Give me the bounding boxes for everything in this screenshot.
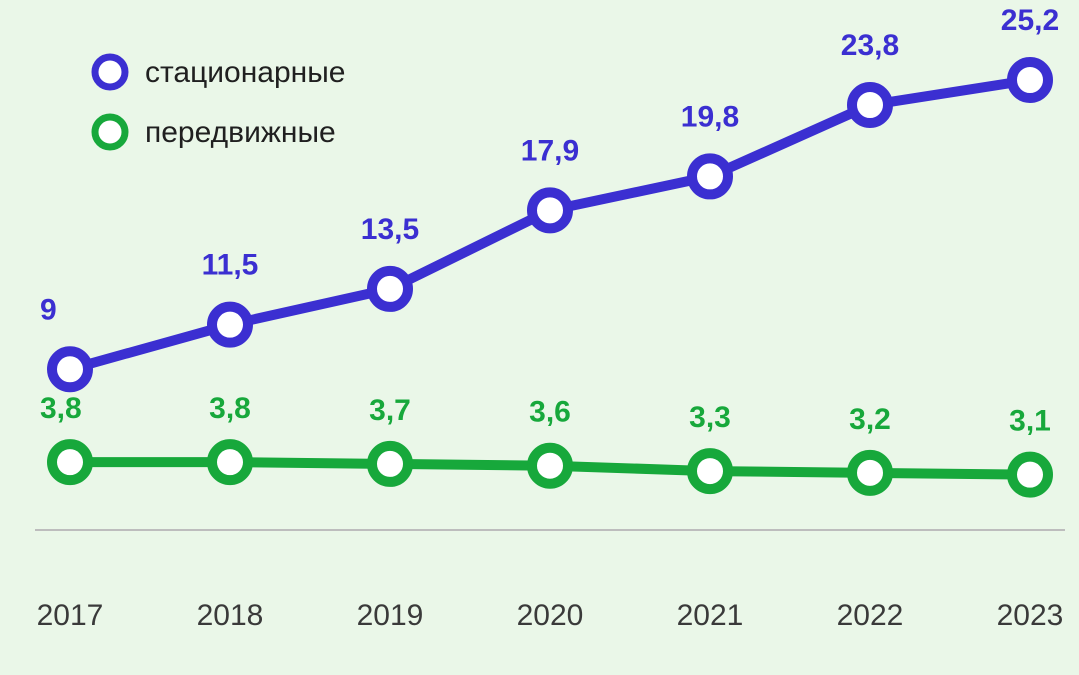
- data-label-stationary: 25,2: [1001, 4, 1059, 37]
- legend-label-stationary: стационарные: [145, 56, 345, 89]
- series-marker-stationary: [1012, 62, 1048, 98]
- x-tick-label: 2023: [997, 599, 1064, 632]
- series-marker-mobile: [372, 446, 408, 482]
- data-label-stationary: 19,8: [681, 100, 739, 133]
- data-label-mobile: 3,1: [1009, 405, 1051, 438]
- x-tick-label: 2021: [677, 599, 744, 632]
- data-label-stationary: 23,8: [841, 29, 899, 62]
- data-label-stationary: 13,5: [361, 213, 419, 246]
- series-marker-mobile: [212, 444, 248, 480]
- data-label-mobile: 3,8: [209, 392, 251, 425]
- series-marker-mobile: [532, 448, 568, 484]
- legend-label-mobile: передвижные: [145, 116, 336, 149]
- data-label-stationary: 11,5: [202, 249, 259, 282]
- series-marker-stationary: [852, 87, 888, 123]
- series-marker-mobile: [1012, 457, 1048, 493]
- x-tick-label: 2017: [37, 599, 104, 632]
- series-marker-mobile: [52, 444, 88, 480]
- data-label-mobile: 3,8: [40, 392, 82, 425]
- data-label-stationary: 9: [40, 293, 57, 326]
- series-marker-mobile: [692, 453, 728, 489]
- legend-marker-mobile: [95, 117, 125, 147]
- series-marker-stationary: [692, 158, 728, 194]
- x-tick-label: 2022: [837, 599, 904, 632]
- legend-marker-stationary: [95, 57, 125, 87]
- x-tick-label: 2019: [357, 599, 424, 632]
- series-marker-mobile: [852, 455, 888, 491]
- data-label-mobile: 3,3: [689, 401, 731, 434]
- line-chart: 2017 2018 2019 2020 2021 2022 2023 9 11,5 13,5 17,…: [0, 0, 1079, 675]
- series-marker-stationary: [532, 192, 568, 228]
- series-marker-stationary: [212, 307, 248, 343]
- data-label-mobile: 3,6: [529, 396, 571, 429]
- data-label-mobile: 3,2: [849, 403, 891, 436]
- series-marker-stationary: [52, 351, 88, 387]
- chart-svg: 2017 2018 2019 2020 2021 2022 2023 9 11,5 13,5 17,…: [0, 0, 1079, 675]
- x-tick-label: 2018: [197, 599, 264, 632]
- x-tick-label: 2020: [517, 599, 584, 632]
- data-label-mobile: 3,7: [369, 394, 411, 427]
- series-marker-stationary: [372, 271, 408, 307]
- data-label-stationary: 17,9: [521, 134, 579, 167]
